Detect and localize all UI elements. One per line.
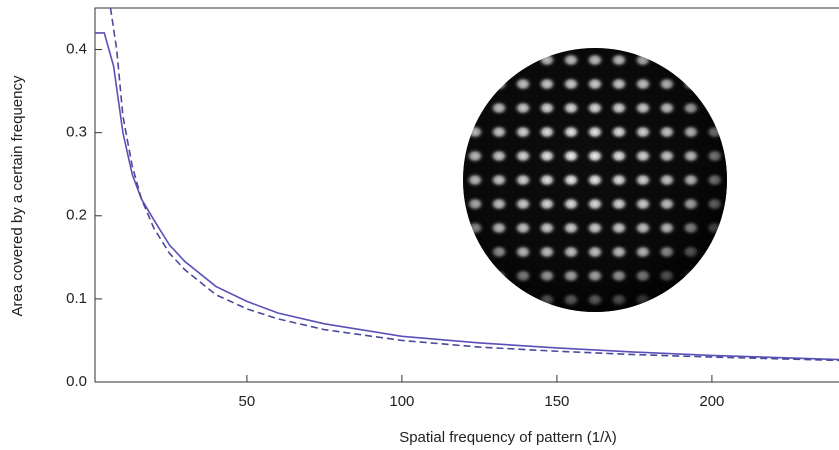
x-tick-label: 100 [389,393,414,410]
y-tick-label: 0.0 [66,373,87,390]
x-axis-label: Spatial frequency of pattern (1/λ) [399,429,617,446]
x-tick-label: 150 [544,393,569,410]
y-tick-label: 0.2 [66,207,87,224]
line-series [109,8,839,362]
sphere-image [463,48,727,312]
y-tick-label: 0.3 [66,124,87,141]
plot-area [95,8,839,362]
line-series [95,32,839,361]
x-tick-label: 200 [699,393,724,410]
y-tick-label: 0.4 [66,41,87,58]
y-axis-label: Area covered by a certain frequency [9,75,26,316]
y-tick-label: 0.1 [66,290,87,307]
plot-frame [94,7,839,383]
x-tick-label: 50 [239,393,256,410]
